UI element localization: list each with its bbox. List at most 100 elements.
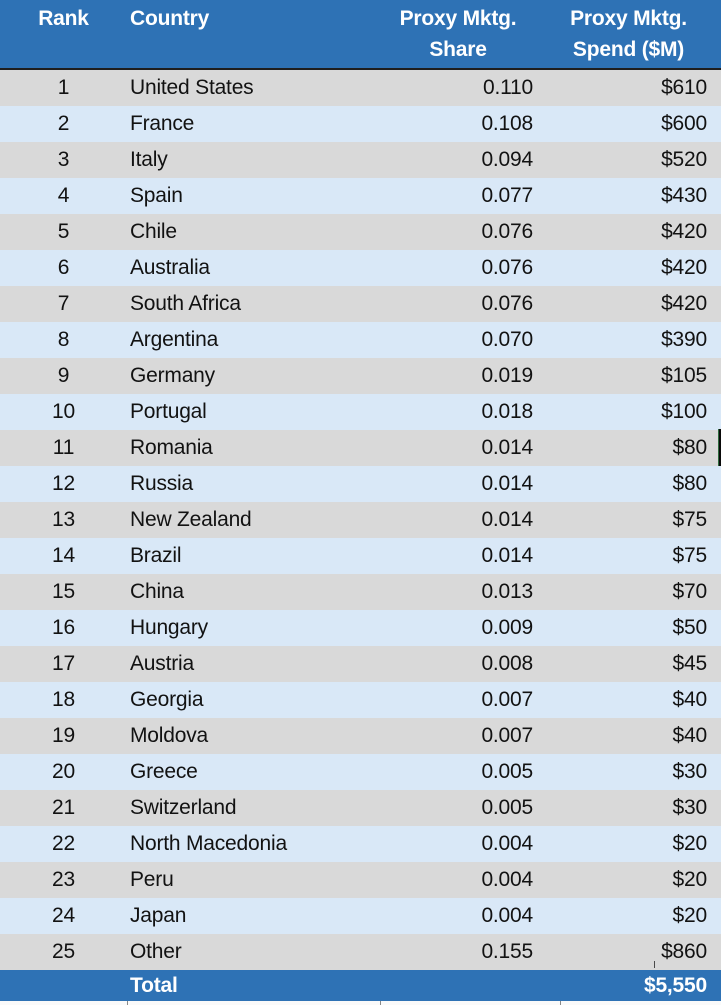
cell-rank[interactable]: 9 — [0, 358, 127, 394]
cell-rank[interactable]: 19 — [0, 718, 127, 754]
cell-rank[interactable]: 23 — [0, 862, 127, 898]
cell-country[interactable]: Japan — [127, 898, 383, 934]
cell-rank[interactable]: 3 — [0, 142, 127, 178]
cell-spend[interactable]: $100 — [560, 394, 721, 430]
cell-share[interactable]: 0.005 — [383, 754, 560, 790]
cell-share[interactable]: 0.009 — [383, 610, 560, 646]
cell-share[interactable]: 0.070 — [383, 322, 560, 358]
cell-country[interactable]: Moldova — [127, 718, 383, 754]
cell-rank[interactable]: 20 — [0, 754, 127, 790]
cell-country[interactable]: Portugal — [127, 394, 383, 430]
col-header-proxy-mktg-spend[interactable]: Proxy Mktg. Spend ($M) — [560, 0, 721, 70]
cell-country[interactable]: Hungary — [127, 610, 383, 646]
cell-country[interactable]: Argentina — [127, 322, 383, 358]
cell-spend[interactable]: $860 — [560, 934, 721, 970]
cell-spend[interactable]: $20 — [560, 898, 721, 934]
cell-country[interactable]: Russia — [127, 466, 383, 502]
cell-country[interactable]: Switzerland — [127, 790, 383, 826]
cell-rank[interactable]: 25 — [0, 934, 127, 970]
cell-country[interactable]: New Zealand — [127, 502, 383, 538]
cell-spend[interactable]: $430 — [560, 178, 721, 214]
cell-share[interactable]: 0.004 — [383, 862, 560, 898]
total-label[interactable]: Total — [127, 970, 383, 1003]
cell-share[interactable]: 0.094 — [383, 142, 560, 178]
cell-country[interactable]: Peru — [127, 862, 383, 898]
cell-spend[interactable]: $30 — [560, 790, 721, 826]
total-spend-value[interactable]: $5,550 — [560, 970, 721, 1003]
cell-country[interactable]: China — [127, 574, 383, 610]
cell-spend[interactable]: $75 — [560, 538, 721, 574]
cell-rank[interactable]: 4 — [0, 178, 127, 214]
cell-spend[interactable]: $40 — [560, 718, 721, 754]
cell-rank[interactable]: 17 — [0, 646, 127, 682]
cell-rank[interactable]: 18 — [0, 682, 127, 718]
cell-spend[interactable]: $45 — [560, 646, 721, 682]
cell-spend[interactable]: $610 — [560, 69, 721, 106]
cell-share[interactable]: 0.110 — [383, 69, 560, 106]
cell-country[interactable]: Italy — [127, 142, 383, 178]
cell-country[interactable]: South Africa — [127, 286, 383, 322]
col-header-proxy-mktg-share[interactable]: Proxy Mktg. Share — [383, 0, 560, 70]
cell-country[interactable]: United States — [127, 69, 383, 106]
cell-spend[interactable]: $70 — [560, 574, 721, 610]
cell-share[interactable]: 0.076 — [383, 286, 560, 322]
cell-country[interactable]: Germany — [127, 358, 383, 394]
cell-rank[interactable]: 16 — [0, 610, 127, 646]
cell-spend[interactable]: $390 — [560, 322, 721, 358]
cell-country[interactable]: Other — [127, 934, 383, 970]
cell-country[interactable]: Brazil — [127, 538, 383, 574]
cell-country[interactable]: France — [127, 106, 383, 142]
cell-share[interactable]: 0.108 — [383, 106, 560, 142]
cell-spend[interactable]: $420 — [560, 250, 721, 286]
cell-country[interactable]: Romania — [127, 430, 383, 466]
cell-rank[interactable]: 2 — [0, 106, 127, 142]
cell-share[interactable]: 0.004 — [383, 826, 560, 862]
cell-rank[interactable]: 7 — [0, 286, 127, 322]
cell-share[interactable]: 0.014 — [383, 538, 560, 574]
cell-spend[interactable]: $40 — [560, 682, 721, 718]
cell-rank[interactable]: 12 — [0, 466, 127, 502]
cell-spend[interactable]: $105 — [560, 358, 721, 394]
total-share-cell-empty[interactable] — [383, 970, 560, 1003]
cell-country[interactable]: Greece — [127, 754, 383, 790]
cell-share[interactable]: 0.014 — [383, 466, 560, 502]
cell-spend[interactable]: $20 — [560, 862, 721, 898]
cell-spend[interactable]: $30 — [560, 754, 721, 790]
cell-country[interactable]: North Macedonia — [127, 826, 383, 862]
cell-share[interactable]: 0.007 — [383, 718, 560, 754]
cell-spend[interactable]: $75 — [560, 502, 721, 538]
cell-country[interactable]: Spain — [127, 178, 383, 214]
cell-share[interactable]: 0.008 — [383, 646, 560, 682]
col-header-country[interactable]: Country — [127, 0, 383, 70]
cell-spend[interactable]: $50 — [560, 610, 721, 646]
cell-rank[interactable]: 1 — [0, 69, 127, 106]
cell-spend[interactable]: $520 — [560, 142, 721, 178]
cell-country[interactable]: Austria — [127, 646, 383, 682]
cell-share[interactable]: 0.077 — [383, 178, 560, 214]
cell-spend[interactable]: $600 — [560, 106, 721, 142]
total-rank-cell-empty[interactable] — [0, 970, 127, 1003]
cell-share[interactable]: 0.076 — [383, 250, 560, 286]
cell-rank[interactable]: 22 — [0, 826, 127, 862]
cell-rank[interactable]: 10 — [0, 394, 127, 430]
cell-spend[interactable]: $80 — [560, 430, 721, 466]
cell-rank[interactable]: 21 — [0, 790, 127, 826]
cell-share[interactable]: 0.155 — [383, 934, 560, 970]
cell-rank[interactable]: 24 — [0, 898, 127, 934]
cell-share[interactable]: 0.007 — [383, 682, 560, 718]
cell-share[interactable]: 0.076 — [383, 214, 560, 250]
cell-share[interactable]: 0.013 — [383, 574, 560, 610]
cell-rank[interactable]: 13 — [0, 502, 127, 538]
cell-spend[interactable]: $420 — [560, 286, 721, 322]
cell-share[interactable]: 0.004 — [383, 898, 560, 934]
cell-rank[interactable]: 15 — [0, 574, 127, 610]
cell-share[interactable]: 0.014 — [383, 502, 560, 538]
cell-country[interactable]: Australia — [127, 250, 383, 286]
cell-share[interactable]: 0.014 — [383, 430, 560, 466]
cell-rank[interactable]: 6 — [0, 250, 127, 286]
cell-country[interactable]: Georgia — [127, 682, 383, 718]
cell-share[interactable]: 0.018 — [383, 394, 560, 430]
cell-rank[interactable]: 14 — [0, 538, 127, 574]
cell-rank[interactable]: 5 — [0, 214, 127, 250]
col-header-rank[interactable]: Rank — [0, 0, 127, 70]
